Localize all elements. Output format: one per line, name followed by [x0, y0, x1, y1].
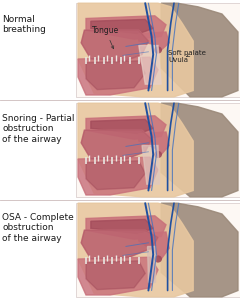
Polygon shape: [78, 103, 193, 197]
Polygon shape: [139, 232, 169, 259]
Text: Tongue: Tongue: [92, 26, 119, 49]
Polygon shape: [78, 257, 158, 295]
Polygon shape: [86, 161, 145, 190]
Ellipse shape: [154, 46, 162, 54]
Polygon shape: [161, 3, 238, 97]
FancyBboxPatch shape: [76, 3, 240, 97]
Polygon shape: [139, 32, 169, 50]
Polygon shape: [147, 245, 155, 281]
Polygon shape: [139, 46, 161, 84]
Polygon shape: [78, 3, 193, 97]
Polygon shape: [78, 57, 158, 95]
Polygon shape: [142, 146, 160, 184]
Polygon shape: [86, 216, 166, 239]
Polygon shape: [91, 219, 153, 234]
Polygon shape: [78, 157, 158, 195]
Text: Normal
breathing: Normal breathing: [2, 15, 46, 34]
FancyBboxPatch shape: [76, 103, 240, 197]
Polygon shape: [81, 30, 148, 61]
Polygon shape: [81, 130, 152, 159]
Text: OSA - Complete
obstruction
of the airway: OSA - Complete obstruction of the airway: [2, 213, 74, 243]
Polygon shape: [161, 203, 238, 297]
FancyBboxPatch shape: [76, 203, 240, 297]
Ellipse shape: [154, 151, 162, 158]
Polygon shape: [161, 103, 238, 197]
Polygon shape: [91, 20, 153, 34]
Polygon shape: [86, 16, 166, 39]
Polygon shape: [78, 203, 193, 297]
Polygon shape: [86, 116, 166, 139]
Polygon shape: [86, 61, 145, 90]
Polygon shape: [81, 230, 158, 259]
Text: Soft palate
Uvula: Soft palate Uvula: [168, 50, 206, 63]
Text: Snoring - Partial
obstruction
of the airway: Snoring - Partial obstruction of the air…: [2, 114, 75, 144]
Polygon shape: [81, 30, 148, 61]
Polygon shape: [81, 130, 152, 159]
Polygon shape: [81, 230, 158, 259]
Polygon shape: [86, 261, 145, 290]
Polygon shape: [139, 132, 169, 154]
Polygon shape: [91, 119, 153, 134]
Ellipse shape: [154, 255, 162, 262]
